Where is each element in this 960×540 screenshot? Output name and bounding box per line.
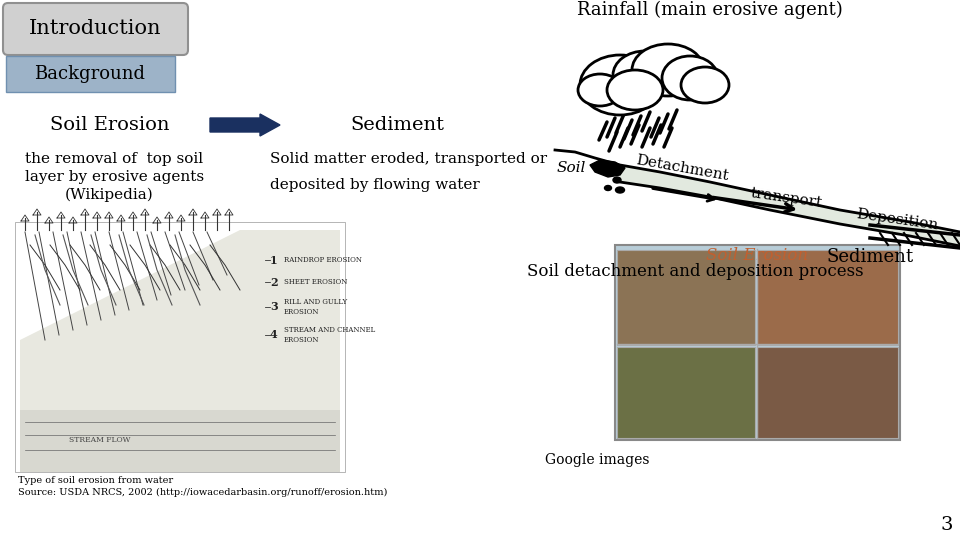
Text: Sediment: Sediment — [350, 116, 444, 134]
Text: Soil Erosion: Soil Erosion — [706, 246, 808, 264]
Text: STREAM FLOW: STREAM FLOW — [69, 436, 131, 444]
Text: Soil detachment and deposition process: Soil detachment and deposition process — [527, 264, 863, 280]
Ellipse shape — [578, 74, 622, 106]
Text: Rainfall (main erosive agent): Rainfall (main erosive agent) — [577, 1, 843, 19]
Ellipse shape — [607, 70, 663, 110]
Text: Google images: Google images — [545, 453, 650, 467]
FancyBboxPatch shape — [3, 3, 188, 55]
Text: Detachment: Detachment — [635, 153, 731, 183]
Ellipse shape — [681, 67, 729, 103]
Text: Source: USDA NRCS, 2002 (http://iowacedarbasin.org/runoff/erosion.htm): Source: USDA NRCS, 2002 (http://iowaceda… — [18, 488, 388, 497]
Text: Background: Background — [35, 65, 146, 83]
FancyBboxPatch shape — [617, 347, 755, 438]
Ellipse shape — [662, 56, 718, 100]
FancyBboxPatch shape — [617, 250, 755, 345]
Text: Solid matter eroded, transported or: Solid matter eroded, transported or — [270, 152, 547, 166]
Text: 4: 4 — [270, 329, 277, 341]
FancyBboxPatch shape — [615, 245, 900, 440]
Text: transport: transport — [750, 186, 824, 210]
FancyBboxPatch shape — [15, 222, 345, 472]
Text: Soil: Soil — [557, 161, 587, 175]
Polygon shape — [590, 160, 625, 177]
Text: Introduction: Introduction — [29, 19, 161, 38]
Text: 3: 3 — [941, 516, 953, 534]
Text: RAINDROP EROSION: RAINDROP EROSION — [284, 256, 362, 264]
FancyBboxPatch shape — [757, 250, 898, 345]
Text: 2: 2 — [270, 276, 277, 287]
Text: STREAM AND CHANNEL
EROSION: STREAM AND CHANNEL EROSION — [284, 326, 375, 343]
Ellipse shape — [613, 177, 621, 183]
Text: deposited by flowing water: deposited by flowing water — [270, 178, 480, 192]
Text: Sediment: Sediment — [827, 248, 914, 266]
FancyArrow shape — [210, 114, 280, 136]
Polygon shape — [20, 230, 340, 470]
FancyBboxPatch shape — [757, 347, 898, 438]
Text: the removal of  top soil: the removal of top soil — [25, 152, 204, 166]
Text: RILL AND GULLY
EROSION: RILL AND GULLY EROSION — [284, 299, 348, 315]
Text: 3: 3 — [270, 301, 277, 313]
Ellipse shape — [605, 186, 612, 191]
Text: (Wikipedia): (Wikipedia) — [65, 188, 154, 202]
Ellipse shape — [615, 187, 625, 193]
Polygon shape — [20, 410, 340, 472]
Ellipse shape — [632, 44, 704, 96]
Text: Type of soil erosion from water: Type of soil erosion from water — [18, 476, 173, 485]
Text: Deposition: Deposition — [855, 207, 939, 233]
Text: layer by erosive agents: layer by erosive agents — [25, 170, 204, 184]
Polygon shape — [620, 165, 960, 246]
Ellipse shape — [613, 51, 677, 99]
Text: SHEET EROSION: SHEET EROSION — [284, 278, 348, 286]
Text: 1: 1 — [270, 254, 277, 266]
FancyBboxPatch shape — [6, 56, 175, 92]
Text: Soil Erosion: Soil Erosion — [50, 116, 170, 134]
Ellipse shape — [580, 55, 660, 115]
